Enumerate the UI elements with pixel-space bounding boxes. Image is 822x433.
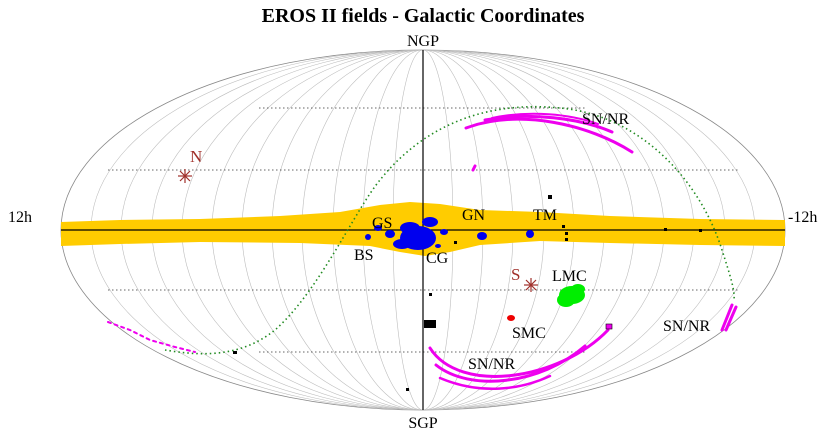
tm-field [526,230,534,238]
tm-label: TM [533,207,557,224]
south-galactic-pole-marker [524,278,538,292]
sn-nr-mark [471,164,477,172]
right-longitude-label: -12h [788,209,817,226]
other-fields [233,195,702,391]
sn-nr-arc-top-3 [491,112,599,125]
north-galactic-pole-marker [178,169,192,183]
sn-nr-box [605,323,613,330]
sn-nr-left-trail [107,321,196,353]
gn-field [477,232,487,240]
ngp-label: NGP [407,33,439,50]
sn-nr-right-label: SN/NR [663,318,710,335]
sn-nr-arc-bottom-3 [438,374,552,391]
bs-label: BS [354,247,374,264]
lmc-label: LMC [552,268,587,285]
smc-label: SMC [512,325,546,342]
sn-nr-arc-bottom-1 [428,328,610,378]
gs-label: GS [372,215,392,232]
sn-nr-strip-right-1 [720,303,734,332]
sn-nr-arc-top-2 [483,114,614,134]
sn-nr-bottom-label: SN/NR [468,356,515,373]
left-longitude-label: 12h [8,209,32,226]
sn-nr-arc-top-1 [464,117,634,154]
north-pole-label: N [190,147,202,166]
map-title: EROS II fields - Galactic Coordinates [262,5,585,27]
sn-nr-top-label: SN/NR [582,111,629,128]
lmc-field [557,284,585,307]
gn-label: GN [462,207,486,224]
sgp-label: SGP [408,415,437,432]
sn-nr-arc-bottom-2 [434,344,587,383]
cg-label: CG [426,250,449,267]
sn-nr-fields [107,112,738,391]
smc-field [507,315,515,321]
sn-nr-strip-right-2 [724,305,738,332]
south-pole-label: S [511,265,520,284]
ecliptic-line [164,105,735,355]
bulge-fields [365,217,534,250]
